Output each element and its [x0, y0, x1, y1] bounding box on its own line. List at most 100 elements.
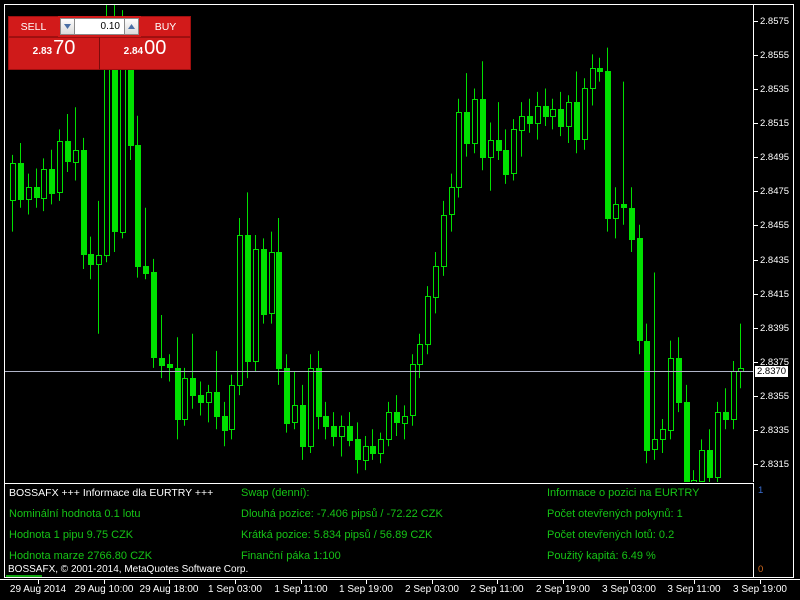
candlestick [10, 154, 16, 232]
candlestick [222, 401, 228, 447]
time-tick-mark [235, 580, 236, 584]
candlestick [159, 315, 165, 379]
price-tick: 2.8395 [754, 323, 789, 334]
candlestick [519, 102, 525, 157]
price-tick: 2.8495 [754, 152, 789, 163]
candlestick [331, 412, 337, 447]
candlestick [206, 384, 212, 423]
time-scale-axis[interactable]: 29 Aug 2014 29 Aug 10:00 29 Aug 18:00 1 Sep… [0, 579, 800, 600]
bid-price-line [5, 371, 753, 372]
candlestick [652, 272, 658, 460]
candlestick [57, 129, 63, 201]
candlestick [323, 401, 329, 440]
candlestick [81, 137, 87, 270]
trade-prices-row: 2.83 70 2.84 00 [8, 37, 191, 70]
candlestick [613, 187, 619, 239]
info-line: BOSSAFX +++ Informace dla EURTRY +++ [9, 487, 214, 499]
price-tick: 2.8575 [754, 16, 789, 27]
candlestick [574, 71, 580, 154]
candlestick [237, 217, 243, 396]
candlestick [503, 129, 509, 184]
time-tick-mark [760, 580, 761, 584]
price-tick: 2.8415 [754, 289, 789, 300]
candlestick [96, 200, 102, 334]
candlestick [347, 412, 353, 447]
buy-button[interactable]: BUY [141, 16, 191, 37]
candlestick [151, 258, 157, 368]
time-tick-mark [104, 580, 105, 584]
candlestick [308, 354, 314, 454]
price-tick: 2.8355 [754, 391, 789, 402]
candlestick [229, 374, 235, 440]
info-line: Počet otevřených lotů: 0.2 [547, 529, 675, 541]
price-tick: 2.8535 [754, 84, 789, 95]
one-click-trading-panel[interactable]: SELL 0.10 BUY 2.83 70 2.84 00 [8, 16, 191, 70]
candlestick [496, 102, 502, 161]
sell-button[interactable]: SELL [8, 16, 58, 37]
sell-price-pips: 70 [53, 37, 76, 59]
candlestick [363, 436, 369, 471]
indicator-baseline [6, 575, 42, 577]
time-tick-label: 3 Sep 11:00 [667, 584, 721, 595]
candlestick [629, 187, 635, 253]
candlestick [65, 114, 71, 172]
info-line: Finanční páka 1:100 [241, 550, 341, 562]
time-tick-label: 3 Sep 03:00 [602, 584, 656, 595]
time-tick-mark [432, 580, 433, 584]
time-tick-label: 29 Aug 2014 [9, 584, 67, 595]
candlestick [582, 78, 588, 150]
time-tick-mark [629, 580, 630, 584]
candlestick [449, 173, 455, 232]
lot-size-stepper[interactable]: 0.10 [58, 16, 141, 37]
candlestick [550, 98, 556, 130]
time-tick-label: 29 Aug 18:00 [139, 584, 199, 595]
sell-price-prefix: 2.83 [32, 46, 53, 57]
candlestick [276, 217, 282, 385]
chevron-down-icon[interactable] [60, 18, 75, 35]
candlestick [464, 73, 470, 157]
candlestick [378, 432, 384, 464]
time-tick-mark [301, 580, 302, 584]
candlestick [590, 54, 596, 106]
candlestick [175, 337, 181, 440]
candlestick-plot-area[interactable] [5, 5, 753, 482]
candlestick [41, 158, 47, 212]
candlestick [49, 149, 55, 205]
time-tick-label: 2 Sep 11:00 [470, 584, 524, 595]
candlestick [558, 91, 564, 137]
info-line: Použitý kapitá: 6.49 % [547, 550, 656, 562]
candlestick [143, 207, 149, 280]
time-tick-label: 2 Sep 03:00 [405, 584, 459, 595]
chevron-up-icon[interactable] [124, 18, 139, 35]
info-line: Dlouhá pozice: -7.406 pipsů / -72.22 CZK [241, 508, 443, 520]
candlestick [699, 439, 705, 482]
buy-price-pips: 00 [144, 37, 167, 59]
info-line: Hodnota 1 pipu 9.75 CZK [9, 529, 134, 541]
current-price-tag: 2.8370 [755, 366, 789, 378]
buy-price-cell[interactable]: 2.84 00 [100, 37, 191, 70]
candlestick [738, 323, 744, 389]
candlestick [269, 231, 275, 324]
candlestick [339, 415, 345, 457]
time-tick-label: 3 Sep 19:00 [733, 584, 787, 595]
candlestick [355, 422, 361, 474]
lot-size-input[interactable]: 0.10 [75, 18, 124, 35]
sell-price-cell[interactable]: 2.83 70 [8, 37, 100, 70]
candlestick [300, 384, 306, 460]
candlestick [668, 340, 674, 440]
indicator-subwindow[interactable] [5, 483, 753, 577]
candlestick [198, 381, 204, 416]
candlestick [316, 350, 322, 430]
candlestick [676, 337, 682, 413]
candlestick [723, 388, 729, 430]
info-column-instrument: BOSSAFX +++ Informace dla EURTRY +++ Nom… [9, 483, 213, 567]
price-scale-axis[interactable]: 2.8575 2.8555 2.8535 2.8515 2.8495 2.8475 2.84… [753, 5, 793, 482]
candlestick [26, 173, 32, 215]
candlestick [644, 323, 650, 464]
info-line: Krátká pozice: 5.834 pipsů / 56.89 CZK [241, 529, 433, 541]
price-tick: 2.8515 [754, 118, 789, 129]
candlestick [73, 107, 79, 181]
indicator-scale-min: 0 [758, 564, 764, 575]
candlestick [88, 236, 94, 280]
